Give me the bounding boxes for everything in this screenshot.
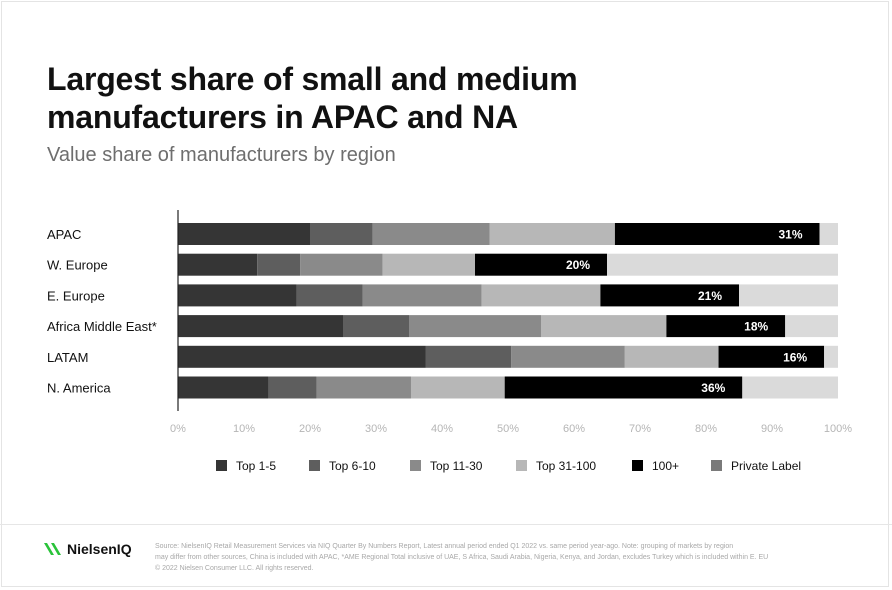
legend-swatch [309,460,320,471]
bar-segment [382,253,475,276]
bar-segment [742,376,838,399]
bar-segment [257,253,301,276]
category-label: E. Europe [47,288,105,303]
bar-segment [178,376,269,399]
logo-text: NielsenIQ [67,541,132,557]
legend-label: Private Label [731,459,801,473]
bar-segment [785,315,838,338]
bar-segment [607,253,838,276]
x-tick-label: 70% [629,423,651,435]
footer-divider [0,524,892,525]
x-tick-label: 100% [824,423,852,435]
legend-label: Top 11-30 [430,459,483,473]
legend-swatch [711,460,722,471]
x-tick-label: 40% [431,423,453,435]
stacked-bar-chart: APAC 31% W. Europe 20% E. Europe 21% Africa Mi… [47,210,852,473]
bar-segment [178,223,310,245]
data-label: 31% [778,228,802,242]
bar-segment [178,345,426,368]
x-tick-label: 10% [233,423,255,435]
bar-segment [541,315,667,338]
legend-swatch [216,460,227,471]
x-tick-label: 20% [299,423,321,435]
legend-label: Top 31-100 [536,459,596,473]
bar-segment [824,345,838,368]
data-label: 18% [744,320,768,334]
bar-segment [178,253,258,276]
source-line: Source: NielsenIQ Retail Measurement Ser… [155,543,734,550]
legend-swatch [410,460,421,471]
bar-segment [310,223,373,245]
bar-segment [362,284,482,307]
bar-segment [504,376,743,399]
bar-segment [268,376,317,399]
bar-segment [819,223,838,245]
bar-segment [372,223,490,245]
data-label: 16% [783,350,807,364]
x-tick-label: 0% [170,423,186,435]
bar-segment [624,345,719,368]
data-label: 21% [698,289,722,303]
category-label: W. Europe [47,258,108,273]
bar-segment [511,345,625,368]
x-tick-label: 80% [695,423,717,435]
bar-segment [718,345,825,368]
bar-segment [316,376,411,399]
nielseniq-logo: NielsenIQ [43,540,132,558]
bar-segment [475,253,607,276]
bar-segment [343,315,409,338]
category-label: LATAM [47,350,88,365]
x-tick-label: 90% [761,423,783,435]
source-line: may differ from other sources, China is … [155,554,769,561]
bar-segment [178,284,297,307]
bar-segment [489,223,615,245]
bar-segment [300,253,383,276]
bar-segment [409,315,541,338]
legend-label: Top 6-10 [329,459,376,473]
legend-swatch [516,460,527,471]
x-tick-label: 30% [365,423,387,435]
bar-segment [481,284,601,307]
category-label: N. America [47,381,111,396]
legend-label: 100+ [652,459,679,473]
bar-segment [296,284,363,307]
legend-label: Top 1-5 [236,459,276,473]
bar-segment [410,376,505,399]
bar-segment [425,345,512,368]
bar-segment [614,223,820,245]
data-label: 36% [701,381,725,395]
x-tick-label: 60% [563,423,585,435]
data-label: 20% [566,258,590,272]
chart-title: Largest share of small and medium manufa… [47,61,578,135]
bar-segment [600,284,739,307]
legend-swatch [632,460,643,471]
bar-segment [666,315,786,338]
nielseniq-mark-icon [44,543,61,555]
x-tick-label: 50% [497,423,519,435]
bar-segment [739,284,838,307]
chart-subtitle: Value share of manufacturers by region [47,144,396,166]
category-label: APAC [47,227,81,242]
category-label: Africa Middle East* [47,319,157,334]
bar-segment [178,315,343,338]
source-note: Source: NielsenIQ Retail Measurement Ser… [155,541,845,574]
source-line: © 2022 Nielsen Consumer LLC. All rights … [155,565,314,572]
